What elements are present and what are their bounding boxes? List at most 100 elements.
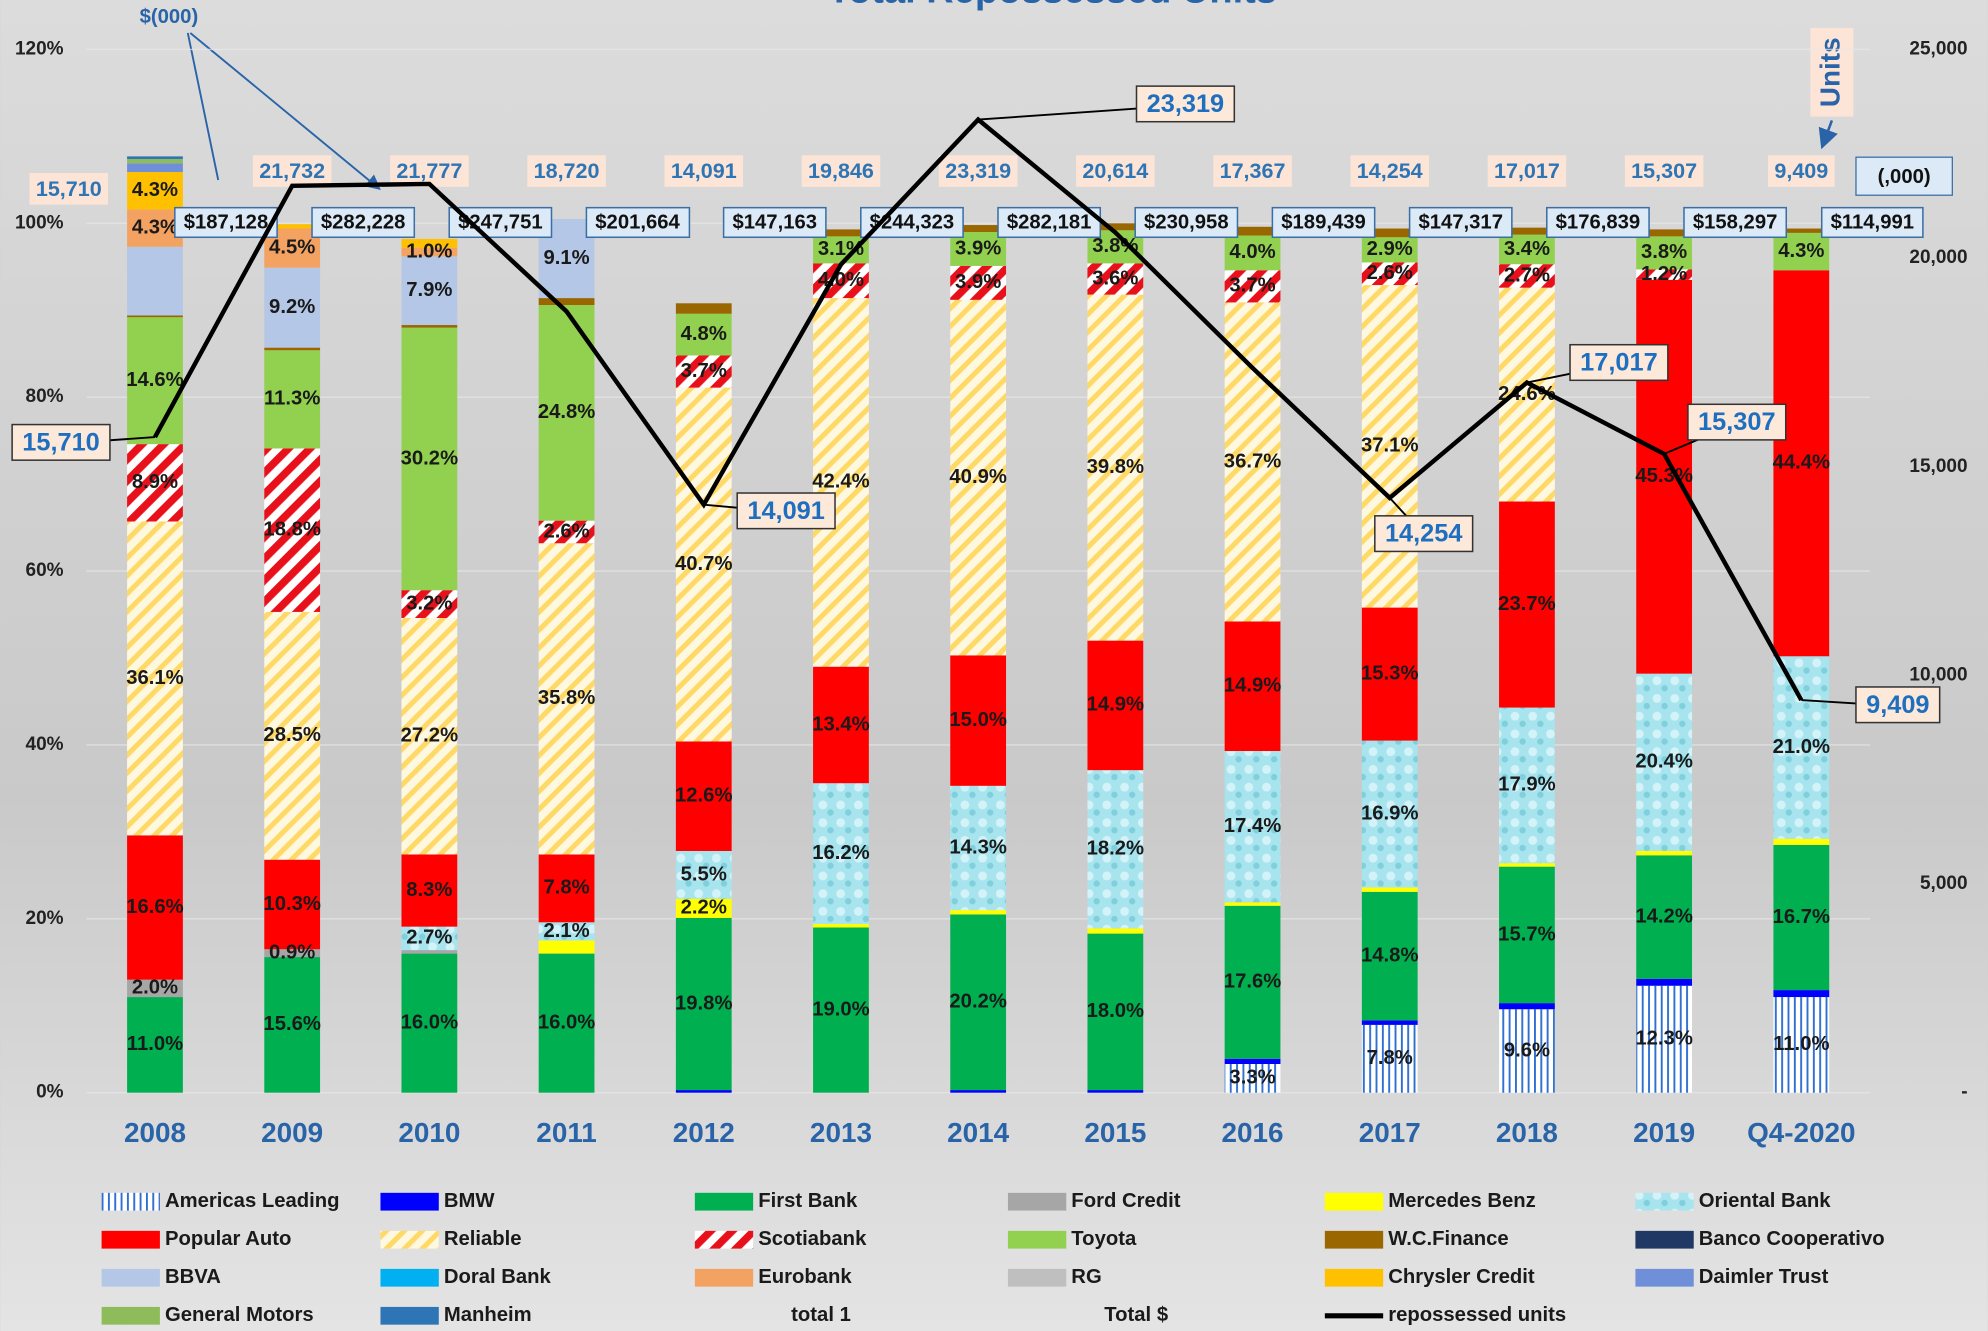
bar-segment: [127, 315, 183, 318]
legend-swatch: [101, 1268, 160, 1287]
line-label: 23,319: [1147, 90, 1225, 118]
data-label: 7.8%: [1367, 1047, 1413, 1069]
dollar-label: $147,163: [732, 211, 817, 233]
label-box: [174, 206, 278, 239]
legend-swatch: [1007, 1268, 1067, 1287]
data-label: 13.4%: [812, 713, 869, 735]
bar-segment: [1361, 1020, 1418, 1025]
bar-segment: [401, 327, 458, 591]
data-label: 40.7%: [675, 553, 732, 575]
legend-label: Scotiabank: [758, 1228, 867, 1250]
bar-segment: [1773, 270, 1830, 657]
bar-segment: [1224, 1058, 1281, 1064]
x-tick-label: 2015: [1084, 1117, 1146, 1148]
data-label: 3.4%: [1504, 238, 1550, 260]
data-label: 4.3%: [132, 179, 178, 201]
legend-label: Eurobank: [758, 1266, 852, 1288]
bar-segment: [401, 618, 458, 855]
data-label: 36.7%: [1224, 450, 1281, 472]
legend-label: Manheim: [444, 1304, 532, 1326]
x-tick-label: 2019: [1633, 1117, 1695, 1148]
bar-segment: [675, 851, 732, 899]
data-label: 16.9%: [1361, 802, 1418, 824]
legend-swatch: [694, 1268, 754, 1287]
legend-swatch: [380, 1306, 439, 1325]
data-label: 12.6%: [675, 785, 732, 807]
data-label: 9.6%: [1504, 1039, 1550, 1061]
y2-axis-label: Units: [1814, 37, 1845, 107]
bar-segment: [950, 785, 1007, 911]
data-label: 23.7%: [1498, 593, 1555, 615]
label-box: [1624, 155, 1704, 187]
data-label: 3.9%: [955, 271, 1001, 293]
line-label: 14,254: [1385, 520, 1463, 548]
data-label: 30.2%: [401, 447, 458, 469]
total-label: 14,254: [1357, 159, 1423, 183]
data-label: 7.8%: [543, 877, 589, 899]
data-label: 40.9%: [949, 466, 1006, 488]
bar-segment: [264, 350, 321, 449]
bar-segment: [127, 317, 183, 445]
data-label: 20.4%: [1635, 751, 1692, 773]
bar-segment: [401, 238, 458, 248]
bar-segment: [1773, 844, 1830, 991]
data-label: 1.2%: [1641, 263, 1687, 285]
annotation: (,000): [1878, 166, 1931, 188]
bar-segment: [950, 1090, 1007, 1093]
bar-segment: [1499, 264, 1555, 288]
data-label: 8.3%: [406, 879, 452, 901]
data-label: 2.0%: [132, 977, 178, 999]
x-tick-label: 2011: [536, 1117, 596, 1148]
data-label: 21.0%: [1773, 736, 1830, 758]
bar-segment: [1636, 269, 1693, 280]
bar-segment: [1224, 905, 1281, 1059]
legend-swatch: [1324, 1192, 1384, 1211]
total-label: 21,732: [259, 159, 325, 183]
line-label: 14,091: [747, 497, 825, 525]
data-label: 3.9%: [955, 237, 1001, 259]
bar-segment: [1224, 270, 1281, 303]
bar-segment: [813, 783, 869, 925]
data-label: 2.9%: [1367, 238, 1413, 260]
label-box: [1350, 155, 1430, 187]
label-box: [736, 492, 836, 530]
bar-segment: [1361, 740, 1418, 888]
bar-segment: [1773, 990, 1830, 998]
x-tick-label: 2018: [1496, 1117, 1558, 1148]
bar-segment: [950, 914, 1007, 1091]
x-tick-label: 2009: [261, 1117, 323, 1148]
dollar-label: $282,181: [1007, 211, 1092, 233]
bar-segment: [538, 940, 595, 954]
bar-segment: [1224, 226, 1281, 236]
bar-segment: [1499, 1003, 1555, 1010]
label-box: [11, 423, 111, 461]
label-box: [29, 173, 109, 205]
label-box: [1768, 155, 1835, 187]
data-label: 2.7%: [1504, 264, 1550, 286]
x-tick-label: 2017: [1359, 1117, 1421, 1148]
y-tick-label: 80%: [26, 386, 64, 407]
total-label: 21,777: [396, 159, 462, 183]
data-label: 14.6%: [126, 369, 183, 391]
bar-segment: [813, 236, 869, 264]
legend-label: Mercedes Benz: [1388, 1190, 1536, 1212]
bar-segment: [538, 854, 595, 923]
data-label: 18.0%: [1087, 1000, 1144, 1022]
legend-swatch: [1007, 1192, 1067, 1211]
legend-swatch: [1635, 1192, 1694, 1211]
bar-segment: [1636, 236, 1693, 270]
bar-segment: [675, 741, 732, 852]
bar-segment: [1499, 227, 1555, 235]
label-box: [1820, 206, 1924, 239]
bar-segment: [1224, 1063, 1281, 1093]
bar-segment: [813, 229, 869, 237]
bar-segment: [127, 997, 183, 1093]
y2-tick-label: -: [1961, 1082, 1967, 1103]
bar-segment: [538, 543, 595, 855]
data-label: 5.5%: [681, 863, 727, 885]
data-label: 37.1%: [1361, 435, 1418, 457]
bar-segment: [127, 444, 183, 522]
line-label: 17,017: [1580, 349, 1658, 377]
y-tick-label: 20%: [26, 908, 64, 929]
legend-label: General Motors: [165, 1304, 314, 1326]
